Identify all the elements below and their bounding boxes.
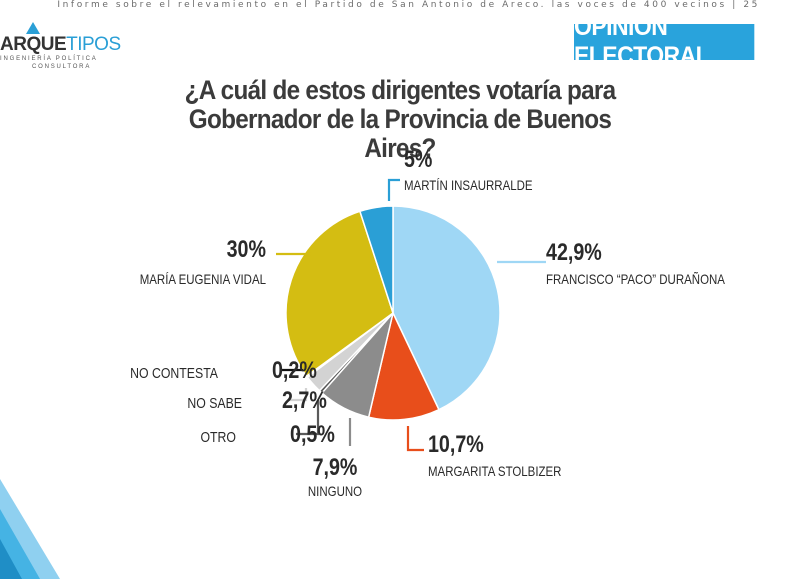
slice-percent-label: 10,7% xyxy=(428,430,484,457)
decorative-triangles-icon xyxy=(0,479,60,579)
leader-line xyxy=(296,400,320,436)
logo-subtitle-2: CONSULTORA xyxy=(32,64,92,70)
slice-percent-label: 0,2% xyxy=(272,356,317,383)
pie-slice xyxy=(358,205,394,314)
slice-percent-label: 2,7% xyxy=(282,386,327,413)
slice-category-label: NO CONTESTA xyxy=(130,365,219,381)
slice-category-label: MARÍA EUGENIA VIDAL xyxy=(140,271,266,287)
slice-category-label: MARTÍN INSAURRALDE xyxy=(404,177,533,193)
slice-percent-label: 42,9% xyxy=(546,238,602,265)
slice-category-label: NO SABE xyxy=(187,395,242,411)
logo-name: ARQUETIPOS xyxy=(0,34,121,56)
report-header-text: Informe sobre el relevamiento en el Part… xyxy=(57,0,760,10)
logo-subtitle: INGENIERÍA POLÍTICA xyxy=(0,56,98,62)
leader-lines xyxy=(276,178,546,452)
pie-slice xyxy=(285,210,394,378)
logo-name-part1: ARQUE xyxy=(0,34,67,55)
slice-category-label: NINGUNO xyxy=(308,483,362,499)
pie-slice xyxy=(392,205,501,411)
pie-slice xyxy=(367,310,440,421)
pie-slices xyxy=(285,205,501,421)
slice-percent-label: 7,9% xyxy=(313,453,358,480)
leader-line xyxy=(406,426,424,452)
leader-line xyxy=(387,178,400,201)
leader-line xyxy=(288,388,308,402)
company-logo: ARQUETIPOS INGENIERÍA POLÍTICA CONSULTOR… xyxy=(0,22,121,70)
logo-name-part2: TIPOS xyxy=(66,34,121,55)
logo-triangle-icon xyxy=(26,22,40,34)
slice-percent-label: 5% xyxy=(404,145,432,172)
slice-labels: 42,9% FRANCISCO “PACO” DURAÑONA 10,7% MARGA… xyxy=(130,145,725,499)
slice-percent-label: 30% xyxy=(227,235,266,262)
slice-category-label: MARGARITA STOLBIZER xyxy=(428,463,561,479)
slice-category-label: OTRO xyxy=(200,429,236,445)
slice-percent-label: 0,5% xyxy=(290,420,335,447)
slice-category-label: FRANCISCO “PACO” DURAÑONA xyxy=(546,271,725,287)
chart-title: ¿A cuál de estos dirigentes votaría para… xyxy=(184,75,617,163)
